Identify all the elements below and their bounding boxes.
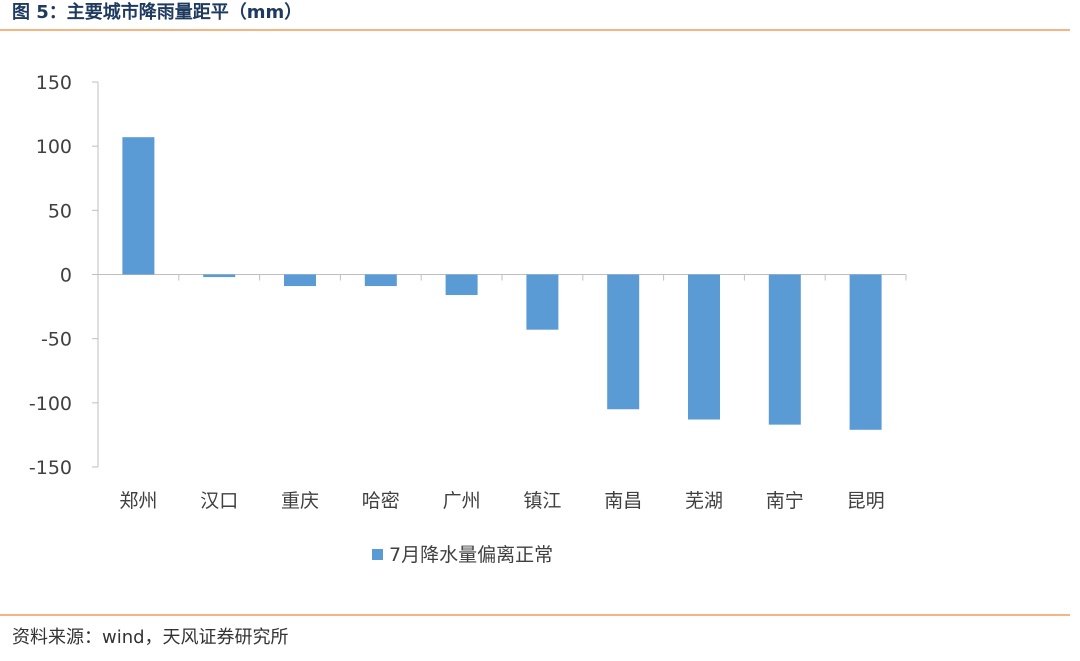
legend-label: 7月降水量偏离正常 — [389, 544, 554, 566]
y-tick-label: 150 — [36, 72, 72, 94]
bar-3 — [284, 274, 316, 287]
y-tick-label: -50 — [41, 329, 72, 351]
bar-5 — [445, 274, 478, 296]
y-tick-label: 50 — [48, 200, 72, 222]
bar-8 — [688, 274, 720, 420]
bar-10 — [849, 274, 882, 430]
figure-title: 图 5：主要城市降雨量距平（mm） — [12, 2, 303, 23]
x-category-label: 南昌 — [604, 490, 642, 512]
x-category-label: 广州 — [443, 490, 481, 512]
y-tick-label: 0 — [60, 265, 72, 287]
source-note: 资料来源：wind，天风证券研究所 — [12, 627, 289, 648]
bar-7 — [607, 274, 640, 410]
chart-legend: 7月降水量偏离正常 — [372, 540, 553, 567]
y-tick-label: 100 — [36, 136, 72, 158]
x-category-label: 郑州 — [119, 490, 157, 512]
x-category-label: 哈密 — [362, 490, 400, 512]
y-tick-label: -150 — [29, 457, 72, 479]
x-category-label: 镇江 — [523, 490, 561, 512]
bar-6 — [526, 274, 559, 330]
bar-1 — [122, 137, 155, 275]
top-divider — [0, 29, 1070, 31]
bar-4 — [364, 274, 397, 287]
x-category-label: 南宁 — [766, 490, 804, 512]
bar-2 — [203, 274, 236, 278]
x-category-label: 汉口 — [200, 490, 238, 512]
bottom-divider — [0, 614, 1070, 616]
x-category-label: 昆明 — [847, 490, 885, 512]
legend-swatch — [372, 549, 383, 560]
x-category-label: 芜湖 — [685, 490, 723, 512]
y-tick-label: -100 — [29, 393, 72, 415]
x-category-label: 重庆 — [281, 490, 319, 512]
bar-9 — [768, 274, 801, 425]
